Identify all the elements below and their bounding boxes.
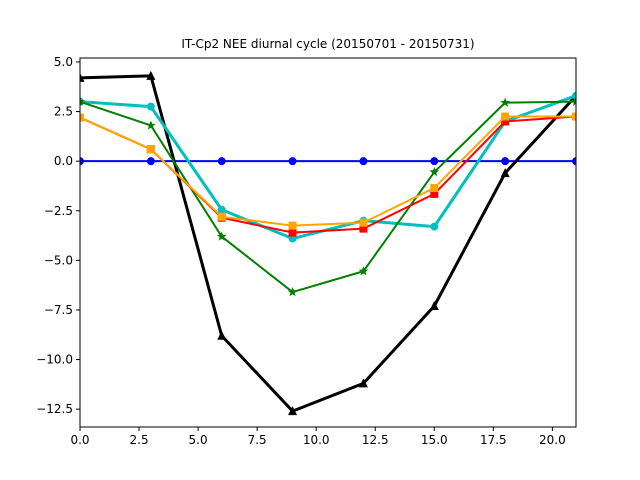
series-2-point-5 — [430, 222, 439, 231]
series-0-point-3 — [288, 157, 297, 166]
chart-title: IT-Cp2 NEE diurnal cycle (20150701 - 201… — [181, 37, 474, 51]
series-1-point-2 — [217, 330, 227, 340]
series-4-point-5 — [430, 189, 439, 198]
series-3-point-0 — [80, 96, 85, 106]
series-3-point-5 — [429, 167, 439, 177]
series-0-point-4 — [359, 157, 368, 166]
axes-layer: 0.0 2.5 5.0 7.5 10.0 12.5 15.0 17.5 20.0 5.0 2.5 0.… — [36, 55, 577, 447]
y-tick-label-4: −5.0 — [44, 253, 73, 267]
series-1-line — [80, 74, 576, 413]
plot-frame — [79, 57, 577, 428]
x-tick-label-1: 2.5 — [130, 433, 149, 447]
series-5-point-1 — [146, 145, 155, 154]
series-0-point-6 — [501, 157, 510, 166]
y-tick-label-0: 5.0 — [54, 55, 73, 69]
series-2-point-7 — [572, 91, 576, 100]
series-5-point-3 — [288, 221, 297, 230]
series-4-point-4 — [359, 224, 368, 233]
series-2-point-1 — [146, 102, 155, 111]
series-3-point-6 — [500, 97, 510, 107]
x-tick-label-2: 5.0 — [189, 433, 208, 447]
series-5-point-2 — [217, 212, 226, 221]
x-tick-label-6: 15.0 — [421, 433, 448, 447]
x-tick-label-5: 12.5 — [362, 433, 389, 447]
series-5-point-7 — [572, 112, 576, 121]
series-0-point-1 — [146, 157, 155, 166]
series-layer — [80, 70, 576, 416]
series-5-point-4 — [359, 218, 368, 227]
series-3-point-1 — [146, 120, 156, 130]
series-1-point-6 — [500, 168, 510, 178]
series-3-point-2 — [217, 231, 227, 241]
x-tick-label-0: 0.0 — [70, 433, 89, 447]
series-1-point-1 — [146, 70, 156, 80]
y-tick-label-1: 2.5 — [54, 105, 73, 119]
series-5-point-6 — [501, 112, 510, 121]
series-0-point-2 — [217, 157, 226, 166]
series-3-point-3 — [287, 287, 298, 297]
series-3-line — [80, 100, 576, 294]
series-5-line — [80, 115, 576, 227]
y-tick-label-5: −7.5 — [44, 303, 73, 317]
series-1-point-4 — [358, 378, 368, 388]
y-tick-label-6: −10.0 — [36, 353, 73, 367]
series-4-point-3 — [288, 228, 297, 237]
series-1-point-5 — [429, 300, 439, 310]
series-1-point-3 — [288, 406, 298, 416]
series-2-point-2 — [217, 205, 226, 214]
x-tick-label-7: 17.5 — [480, 433, 507, 447]
x-tick-label-3: 7.5 — [248, 433, 267, 447]
series-3-point-4 — [358, 266, 369, 276]
series-3-point-7 — [571, 96, 576, 106]
y-tick-label-3: −2.5 — [44, 204, 73, 218]
series-4-point-6 — [501, 117, 510, 126]
x-tick-label-4: 10.0 — [303, 433, 330, 447]
y-tick-label-7: −12.5 — [36, 402, 73, 416]
x-tick-label-8: 20.0 — [539, 433, 566, 447]
y-tick-label-2: 0.0 — [54, 154, 73, 168]
series-0-point-5 — [430, 157, 439, 166]
series-0-point-7 — [572, 157, 576, 166]
series-5-point-5 — [430, 183, 439, 192]
series-0-point-0 — [80, 157, 84, 166]
series-5-point-0 — [80, 113, 84, 122]
series-1-point-0 — [80, 72, 85, 82]
series-4-line — [80, 115, 576, 234]
